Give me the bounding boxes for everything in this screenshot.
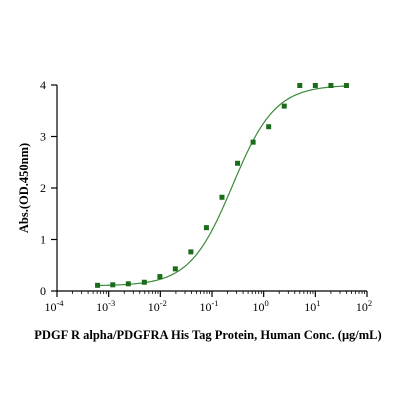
y-tick-label: 0 xyxy=(40,284,46,298)
y-tick-label: 1 xyxy=(40,233,46,247)
data-point xyxy=(110,282,116,288)
y-ticks: 0 1 2 3 4 xyxy=(40,78,57,298)
x-tick-label: 10-1 xyxy=(199,298,218,314)
x-tick-label: 10-3 xyxy=(96,298,115,314)
data-point xyxy=(95,282,101,288)
data-points xyxy=(95,83,349,288)
y-tick-label: 4 xyxy=(40,78,46,92)
x-ticks: 10-4 10-3 10-2 10-1 100 101 102 xyxy=(44,291,372,314)
data-point xyxy=(125,281,131,287)
x-tick-label: 100 xyxy=(253,298,269,314)
data-point xyxy=(235,160,241,166)
data-point xyxy=(297,83,303,89)
data-point xyxy=(172,266,178,272)
x-tick-label: 10-4 xyxy=(44,298,64,314)
data-point xyxy=(343,83,349,89)
y-tick-label: 2 xyxy=(40,181,46,195)
axes: 10-4 10-3 10-2 10-1 100 101 102 0 1 2 3 4 xyxy=(40,78,372,314)
data-point xyxy=(157,274,163,280)
data-point xyxy=(141,279,147,285)
y-axis-label: Abs.(OD.450nm) xyxy=(17,143,31,233)
x-tick-label: 10-2 xyxy=(148,298,167,314)
x-axis-label: PDGF R alpha/PDGFRA His Tag Protein, Hum… xyxy=(34,328,381,342)
plot-area xyxy=(94,83,350,288)
data-point xyxy=(203,225,209,231)
data-point xyxy=(188,249,194,255)
fit-curve xyxy=(94,85,350,287)
data-point xyxy=(250,139,256,145)
data-point xyxy=(312,83,318,89)
y-tick-label: 3 xyxy=(40,130,46,144)
data-point xyxy=(281,103,287,109)
x-tick-label: 102 xyxy=(356,298,372,314)
x-tick-label: 101 xyxy=(304,298,320,314)
data-point xyxy=(219,194,225,200)
data-point xyxy=(266,124,272,130)
data-point xyxy=(328,83,334,89)
